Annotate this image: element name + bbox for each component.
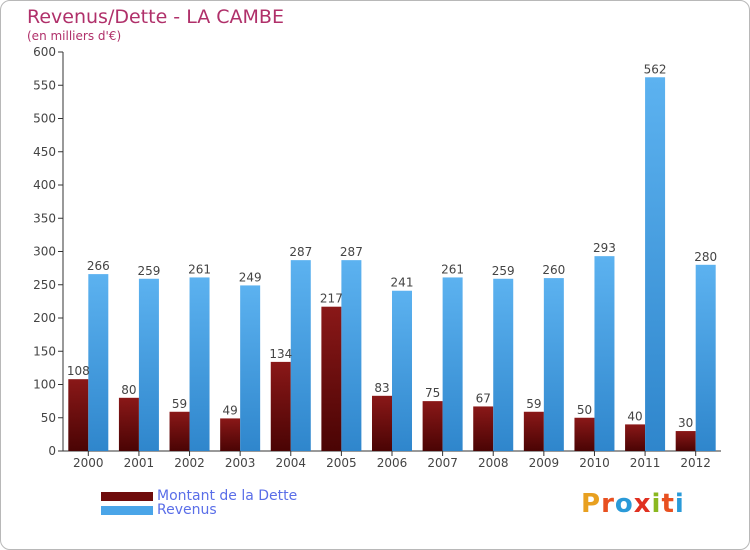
data-label-dette: 50: [577, 403, 592, 417]
logo-letter: t: [661, 489, 675, 519]
data-label-dette: 67: [476, 391, 491, 405]
x-tick-label: 2012: [680, 456, 711, 470]
bar-dette: [68, 379, 89, 451]
x-tick-label: 2007: [427, 456, 458, 470]
data-label-revenus: 293: [593, 241, 616, 255]
y-tick-label: 150: [33, 344, 56, 358]
x-tick-label: 2005: [326, 456, 357, 470]
data-label-revenus: 280: [694, 250, 717, 264]
data-label-dette: 30: [678, 416, 693, 430]
x-tick-label: 2001: [124, 456, 155, 470]
data-label-revenus: 241: [391, 276, 414, 290]
y-tick-label: 600: [33, 45, 56, 59]
bar-dette: [422, 401, 443, 451]
x-tick-label: 2010: [579, 456, 610, 470]
y-tick-label: 400: [33, 178, 56, 192]
data-label-dette: 40: [627, 409, 642, 423]
data-label-revenus: 259: [137, 264, 160, 278]
bar-dette: [523, 411, 544, 451]
bar-revenus: [695, 264, 716, 451]
logo-letter: i: [651, 489, 662, 519]
x-tick-label: 2011: [630, 456, 661, 470]
y-tick-label: 550: [33, 78, 56, 92]
x-tick-label: 2002: [174, 456, 205, 470]
bar-revenus: [392, 290, 412, 451]
data-label-dette: 134: [269, 347, 292, 361]
data-label-revenus: 287: [340, 245, 363, 259]
legend-swatch-revenus: [101, 505, 153, 515]
bar-dette: [574, 417, 595, 451]
chart-title: Revenus/Dette - LA CAMBE: [27, 6, 284, 28]
bar-dette: [675, 431, 696, 451]
bar-dette: [220, 418, 241, 451]
x-tick-label: 2000: [73, 456, 104, 470]
x-tick-label: 2006: [377, 456, 408, 470]
y-tick-label: 350: [33, 211, 56, 225]
bar-dette: [270, 361, 291, 451]
data-label-dette: 59: [172, 397, 187, 411]
bar-dette: [372, 395, 392, 451]
bar-revenus: [341, 260, 362, 451]
x-tick-label: 2008: [478, 456, 509, 470]
legend-item-revenus: Revenus: [101, 502, 217, 518]
data-label-dette: 108: [67, 364, 90, 378]
x-tick-label: 2004: [275, 456, 306, 470]
x-tick-label: 2003: [225, 456, 256, 470]
logo-letter: x: [633, 489, 652, 519]
bar-revenus: [189, 277, 210, 451]
bar-revenus: [138, 278, 159, 451]
data-label-revenus: 260: [542, 263, 565, 277]
data-label-revenus: 249: [239, 270, 262, 284]
data-label-revenus: 261: [441, 262, 464, 276]
y-tick-label: 500: [33, 112, 56, 126]
data-label-revenus: 287: [289, 245, 312, 259]
bar-dette: [118, 397, 139, 451]
bar-dette: [321, 306, 342, 451]
legend-swatch-dette: [101, 491, 153, 501]
bar-dette: [625, 424, 646, 451]
logo-letter: r: [601, 489, 615, 519]
data-label-revenus: 562: [644, 62, 667, 76]
data-label-revenus: 259: [492, 264, 515, 278]
legend-label-revenus: Revenus: [157, 502, 217, 518]
y-tick-label: 450: [33, 145, 56, 159]
bar-revenus: [240, 285, 261, 451]
bar-revenus: [543, 278, 564, 451]
data-label-dette: 59: [526, 397, 541, 411]
logo-letter: P: [581, 489, 602, 519]
bar-revenus: [594, 256, 615, 451]
proxiti-logo: Proxiti: [581, 489, 685, 519]
data-label-revenus: 261: [188, 262, 211, 276]
bar-revenus: [493, 278, 514, 451]
chart-subtitle: (en milliers d'€): [27, 29, 122, 43]
data-label-dette: 80: [121, 383, 136, 397]
bar-revenus: [645, 77, 666, 452]
y-tick-label: 50: [41, 411, 56, 425]
bar-revenus: [442, 277, 463, 451]
y-tick-label: 100: [33, 378, 56, 392]
legend-label-dette: Montant de la Dette: [157, 488, 298, 504]
bar-revenus: [290, 260, 311, 451]
y-tick-label: 0: [48, 444, 56, 458]
legend-item-dette: Montant de la Dette: [101, 488, 297, 504]
x-tick-label: 2009: [529, 456, 560, 470]
logo-letter: o: [614, 489, 634, 519]
logo-letter: i: [674, 489, 685, 519]
bar-dette: [169, 411, 190, 451]
data-label-dette: 49: [223, 403, 238, 417]
data-label-revenus: 266: [87, 259, 110, 273]
data-label-dette: 75: [425, 386, 440, 400]
bar-dette: [473, 406, 494, 451]
y-tick-label: 250: [33, 278, 56, 292]
bar-revenus: [88, 274, 109, 451]
y-tick-label: 300: [33, 245, 56, 259]
y-tick-label: 200: [33, 311, 56, 325]
data-label-dette: 217: [320, 292, 343, 306]
data-label-dette: 83: [374, 381, 389, 395]
